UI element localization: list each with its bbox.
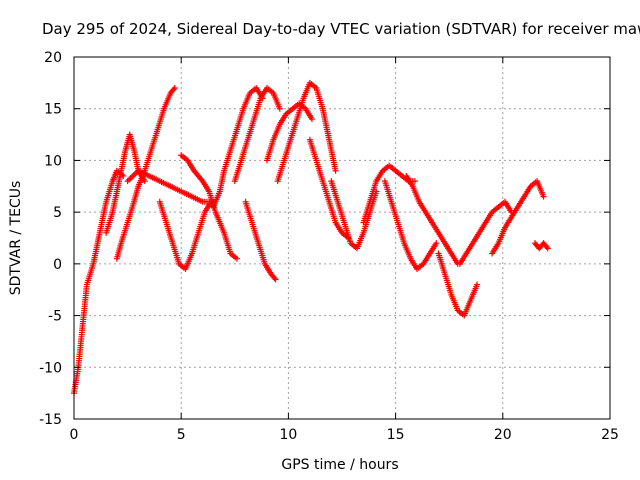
sdtvar-chart: Day 295 of 2024, Sidereal Day-to-day VTE…: [0, 0, 640, 480]
y-axis-label: SDTVAR / TECUs: [8, 181, 24, 296]
series-sat-j: [264, 101, 315, 164]
x-tick-label: 10: [279, 427, 297, 443]
data-marks: [71, 80, 551, 396]
series-sat-a: [71, 168, 126, 396]
plot-frame: [74, 57, 610, 419]
x-tick-label: 15: [387, 427, 405, 443]
series-sat-r: [457, 199, 514, 267]
chart-title: Day 295 of 2024, Sidereal Day-to-day VTE…: [42, 20, 640, 38]
series-sat-o: [382, 178, 439, 272]
y-tick-label: 20: [44, 50, 62, 66]
series-sat-t: [532, 240, 551, 251]
y-tick-label: -15: [39, 412, 62, 428]
series-sat-e: [157, 199, 214, 272]
y-tick-label: -10: [39, 360, 62, 376]
y-tick-label: 5: [53, 205, 62, 221]
x-tick-label: 25: [601, 427, 619, 443]
y-tick-label: 0: [53, 257, 62, 273]
x-tick-label: 20: [494, 427, 512, 443]
x-axis-label: GPS time / hours: [281, 457, 398, 473]
x-tick-label: 5: [177, 427, 186, 443]
series-sat-h: [243, 199, 279, 283]
x-tick-label: 0: [70, 427, 79, 443]
series-sat-k: [275, 80, 339, 184]
y-tick-label: 10: [44, 153, 62, 169]
plot-grid: [74, 57, 610, 419]
y-tick-label: 15: [44, 102, 62, 118]
y-tick-label: -5: [48, 309, 62, 325]
